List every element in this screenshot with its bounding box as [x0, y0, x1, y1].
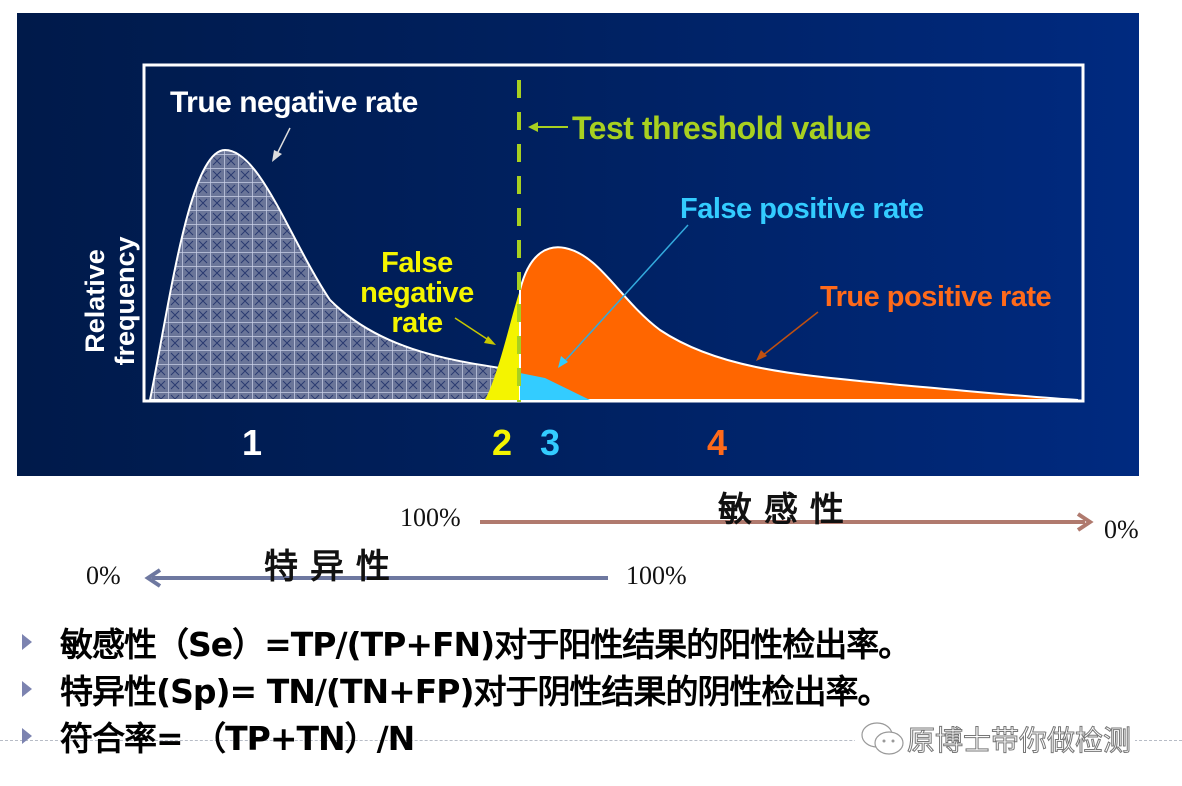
formula-list: 敏感性（Se）=TP/(TP+FN)对于阳性结果的阳性检出率。 特异性(Sp)=… — [22, 618, 911, 759]
sensitivity-label: 敏感性 — [718, 490, 856, 530]
true-positive-rate-label: True positive rate — [820, 281, 1052, 313]
fnr-line2: negative — [360, 277, 474, 309]
true-negative-area — [148, 148, 501, 401]
fnr-line3: rate — [391, 307, 443, 339]
test-threshold-label: Test threshold value — [572, 110, 871, 146]
distribution-diagram — [148, 80, 1079, 402]
y-axis-label: Relative frequency — [80, 236, 190, 366]
specificity-label: 特异性 — [264, 547, 402, 587]
bullet-triangle-icon — [22, 727, 32, 744]
scale-arrows — [144, 512, 1094, 588]
sensitivity-end-label: 0% — [1104, 515, 1139, 544]
watermark-text: 原博士带你做检测 — [906, 724, 1132, 758]
false-positive-rate-label: False positive rate — [680, 193, 924, 225]
specificity-end-label: 0% — [86, 561, 121, 590]
false-negative-area — [485, 290, 520, 400]
bullet-triangle-icon — [22, 680, 32, 697]
false-negative-rate-label: False negative rate — [352, 248, 482, 338]
wechat-icon — [861, 722, 904, 755]
bullet-text: 符合率= （TP+TN）/N — [60, 718, 415, 758]
true-positive-area — [519, 246, 1079, 401]
sensitivity-start-label: 100% — [400, 503, 461, 532]
region-number-3: 3 — [540, 422, 561, 463]
list-item: 符合率= （TP+TN）/N — [22, 712, 910, 759]
region-number-4: 4 — [707, 422, 728, 463]
bullet-triangle-icon — [22, 633, 32, 650]
bullet-text: 敏感性（Se）=TP/(TP+FN)对于阳性结果的阳性检出率。 — [60, 624, 911, 664]
specificity-start-label: 100% — [626, 561, 687, 590]
list-item: 特异性(Sp)= TN/(TN+FP)对于阴性结果的阴性检出率。 — [22, 665, 910, 712]
list-item: 敏感性（Se）=TP/(TP+FN)对于阳性结果的阳性检出率。 — [22, 618, 911, 665]
y-axis-line1: Relative — [80, 249, 110, 353]
y-axis-line2: frequency — [110, 236, 140, 366]
dashed-divider — [0, 740, 1182, 741]
fnr-line1: False — [381, 247, 453, 279]
watermark: 原博士带你做检测 — [855, 719, 1136, 759]
region-number-2: 2 — [492, 422, 513, 463]
bullet-text: 特异性(Sp)= TN/(TN+FP)对于阴性结果的阴性检出率。 — [60, 671, 891, 711]
region-number-1: 1 — [242, 422, 263, 463]
true-negative-rate-label: True negative rate — [170, 86, 418, 119]
false-positive-area — [520, 373, 590, 400]
